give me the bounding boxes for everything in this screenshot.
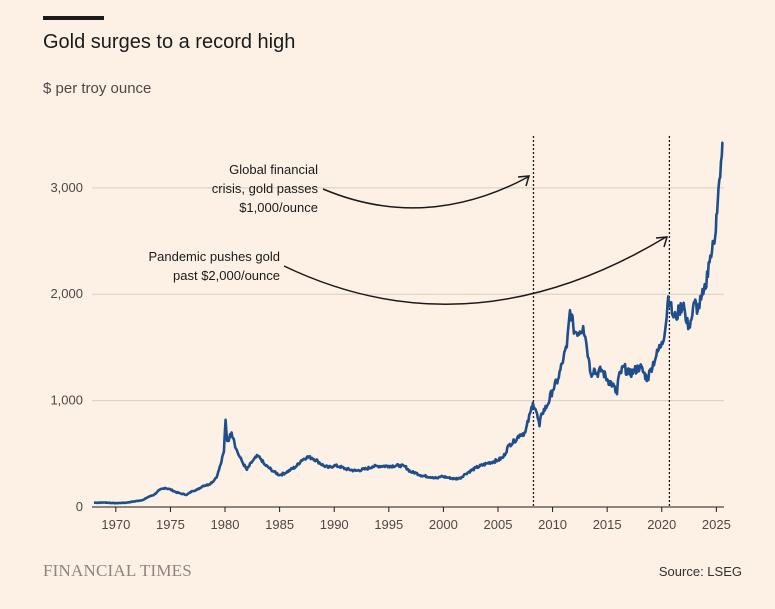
x-tick-label: 2015: [593, 517, 622, 532]
x-tick-label: 1975: [156, 517, 185, 532]
x-tick-label: 2000: [429, 517, 458, 532]
x-tick-label: 2010: [538, 517, 567, 532]
y-tick-label: 0: [76, 499, 83, 514]
arrow-curve: [283, 236, 667, 306]
x-tick-label: 1990: [320, 517, 349, 532]
y-tick-label: 2,000: [50, 286, 83, 301]
y-axis: 0 1,000 2,000 3,000: [50, 180, 83, 514]
gridlines: [92, 187, 724, 508]
x-axis: 1970 1975 1980 1985 1990 1995 2000 2005 2010 2015…: [101, 507, 731, 532]
annotations: Global financial crisis, gold passes $1,00…: [148, 162, 318, 283]
series-line: [93, 141, 724, 505]
annotation-text: Pandemic pushes gold: [148, 249, 280, 264]
annotation-arrows: [283, 175, 669, 306]
annotation-text: $1,000/ounce: [239, 200, 318, 215]
annotation-text: crisis, gold passes: [212, 181, 319, 196]
x-tick-label: 1970: [101, 517, 130, 532]
arrow-curve: [322, 176, 529, 209]
x-tick-label: 2020: [647, 517, 676, 532]
y-tick-label: 3,000: [50, 180, 83, 195]
x-tick-label: 1980: [211, 517, 240, 532]
y-tick-label: 1,000: [50, 393, 83, 408]
source-note: Source: LSEG: [658, 564, 742, 579]
ft-logo: FINANCIAL TIMES: [43, 561, 192, 580]
arrowhead: [655, 236, 669, 248]
annotation-text: Global financial: [229, 162, 318, 177]
x-tick-label: 1995: [374, 517, 403, 532]
top-rule: [43, 16, 104, 20]
event-lines: [532, 136, 671, 507]
plot-area: [93, 141, 724, 505]
chart-title: Gold surges to a record high: [43, 31, 296, 53]
x-tick-label: 1985: [265, 517, 294, 532]
x-tick-label: 2025: [702, 517, 731, 532]
x-tick-label: 2005: [484, 517, 513, 532]
annotation-text: past $2,000/ounce: [173, 268, 280, 283]
arrowhead: [517, 175, 531, 187]
chart-subtitle: $ per troy ounce: [43, 80, 152, 97]
